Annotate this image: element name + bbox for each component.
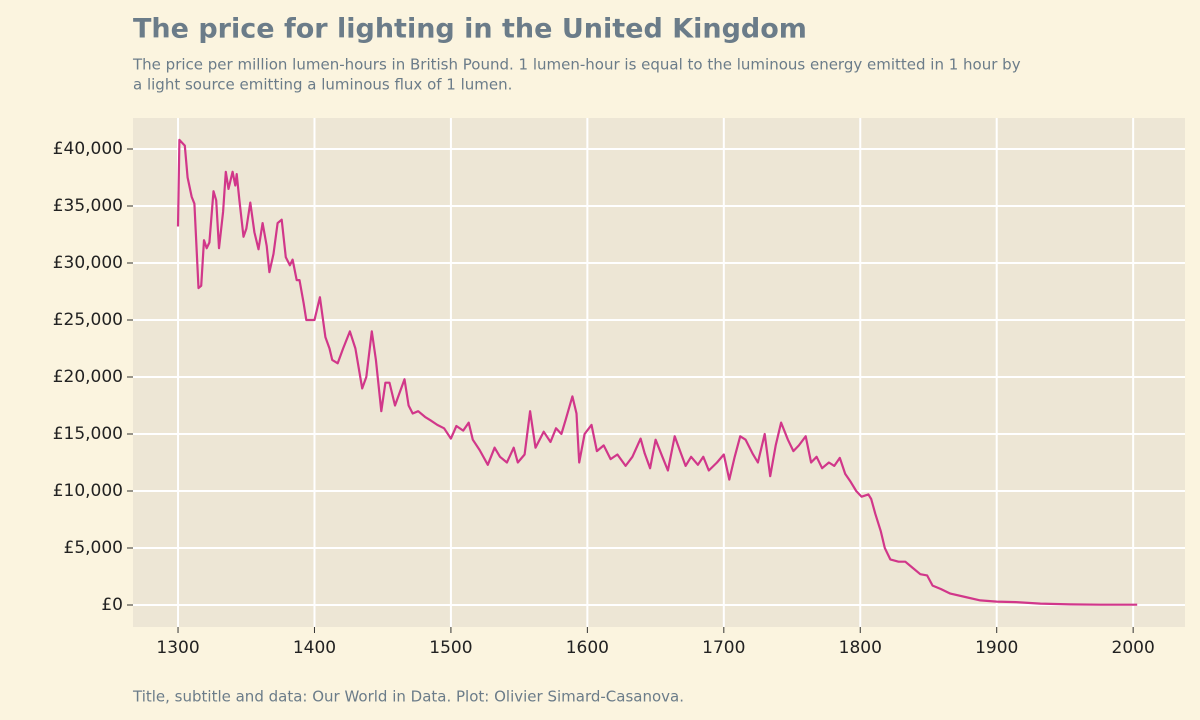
chart-subtitle: The price per million lumen-hours in Bri… <box>132 56 1021 74</box>
y-tick-label: £30,000 <box>53 253 123 273</box>
y-tick-label: £35,000 <box>53 196 123 216</box>
y-tick-label: £10,000 <box>53 481 123 501</box>
x-tick-label: 1500 <box>429 638 472 658</box>
x-tick-label: 1300 <box>156 638 199 658</box>
y-tick-label: £0 <box>101 595 123 615</box>
x-tick-label: 1700 <box>702 638 745 658</box>
x-tick-label: 1800 <box>839 638 882 658</box>
y-tick-label: £5,000 <box>64 538 123 558</box>
y-tick-label: £40,000 <box>53 139 123 159</box>
x-tick-label: 2000 <box>1112 638 1155 658</box>
x-tick-label: 1900 <box>975 638 1018 658</box>
y-tick-label: £20,000 <box>53 367 123 387</box>
chart-subtitle: a light source emitting a luminous flux … <box>133 76 512 94</box>
caption: Title, subtitle and data: Our World in D… <box>132 688 684 706</box>
x-tick-label: 1400 <box>293 638 336 658</box>
data-line <box>176 138 1138 606</box>
chart-title: The price for lighting in the United Kin… <box>133 14 807 45</box>
y-tick-label: £25,000 <box>53 310 123 330</box>
plot-panel <box>133 118 1185 627</box>
x-tick-label: 1600 <box>566 638 609 658</box>
y-tick-label: £15,000 <box>53 424 123 444</box>
